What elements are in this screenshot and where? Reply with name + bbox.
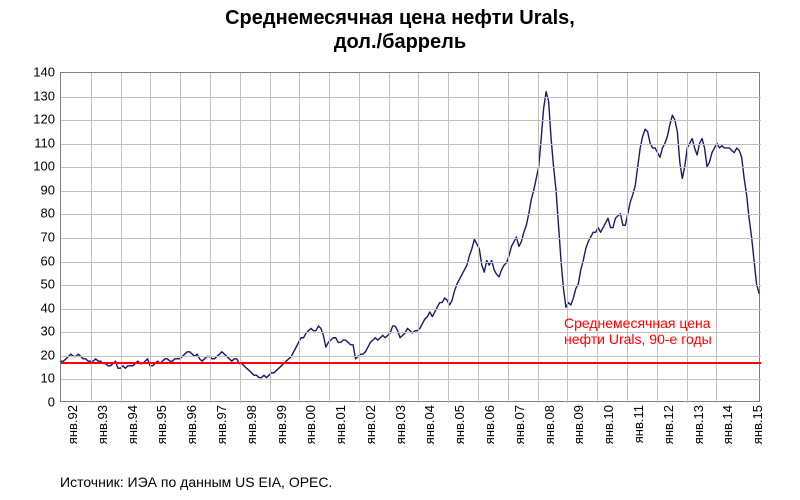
gridline-v: [91, 73, 92, 403]
xtick-label: янв.00: [303, 405, 318, 444]
ytick-label: 30: [5, 324, 55, 339]
gridline-v: [329, 73, 330, 403]
xtick-label: янв.03: [393, 405, 408, 444]
ytick-label: 50: [5, 277, 55, 292]
ytick-label: 20: [5, 347, 55, 362]
gridline-v: [567, 73, 568, 403]
ytick-label: 70: [5, 230, 55, 245]
xtick-label: янв.95: [154, 405, 169, 444]
gridline-v: [121, 73, 122, 403]
ytick-label: 130: [5, 88, 55, 103]
xtick-label: янв.94: [125, 405, 140, 444]
gridline-v: [538, 73, 539, 403]
chart-container: Среднемесячная цена нефти Urals, дол./ба…: [0, 0, 800, 500]
ytick-label: 0: [5, 395, 55, 410]
xtick-label: янв.09: [571, 405, 586, 444]
xtick-label: янв.14: [720, 405, 735, 444]
ytick-label: 90: [5, 182, 55, 197]
xtick-label: янв.02: [363, 405, 378, 444]
plot-area: [60, 72, 760, 402]
ytick-label: 100: [5, 159, 55, 174]
gridline-v: [627, 73, 628, 403]
xtick-label: янв.11: [631, 405, 646, 443]
chart-title: Среднемесячная цена нефти Urals, дол./ба…: [0, 6, 800, 54]
gridline-v: [418, 73, 419, 403]
gridline-v: [716, 73, 717, 403]
annotation-text: Среднемесячная цена нефти Urals, 90-е го…: [564, 315, 712, 347]
gridline-v: [359, 73, 360, 403]
xtick-label: янв.98: [244, 405, 259, 444]
xtick-label: янв.99: [274, 405, 289, 444]
gridline-v: [508, 73, 509, 403]
xtick-label: янв.06: [482, 405, 497, 444]
gridline-v: [240, 73, 241, 403]
xtick-label: янв.93: [95, 405, 110, 444]
series-svg: [61, 73, 759, 401]
gridline-v: [210, 73, 211, 403]
gridline-v: [389, 73, 390, 403]
gridline-v: [657, 73, 658, 403]
xtick-label: янв.01: [333, 405, 348, 444]
xtick-label: янв.97: [214, 405, 229, 444]
xtick-label: янв.08: [542, 405, 557, 444]
xtick-label: янв.05: [452, 405, 467, 444]
gridline-v: [687, 73, 688, 403]
source-text: Источник: ИЭА по данным US EIA, OPEC.: [60, 474, 332, 490]
xtick-label: янв.07: [512, 405, 527, 444]
gridline-v: [150, 73, 151, 403]
ytick-label: 60: [5, 253, 55, 268]
xtick-label: янв.15: [750, 405, 765, 444]
gridline-v: [180, 73, 181, 403]
gridline-v: [299, 73, 300, 403]
ytick-label: 110: [5, 135, 55, 150]
ytick-label: 120: [5, 112, 55, 127]
ytick-label: 140: [5, 65, 55, 80]
xtick-label: янв.96: [184, 405, 199, 444]
xtick-label: янв.13: [691, 405, 706, 444]
xtick-label: янв.04: [422, 405, 437, 444]
ytick-label: 80: [5, 206, 55, 221]
gridline-v: [448, 73, 449, 403]
ytick-label: 10: [5, 371, 55, 386]
gridline-v: [478, 73, 479, 403]
xtick-label: янв.12: [661, 405, 676, 444]
gridline-v: [270, 73, 271, 403]
gridline-v: [597, 73, 598, 403]
xtick-label: янв.10: [601, 405, 616, 444]
reference-line: [61, 362, 761, 364]
xtick-label: янв.92: [65, 405, 80, 444]
ytick-label: 40: [5, 300, 55, 315]
